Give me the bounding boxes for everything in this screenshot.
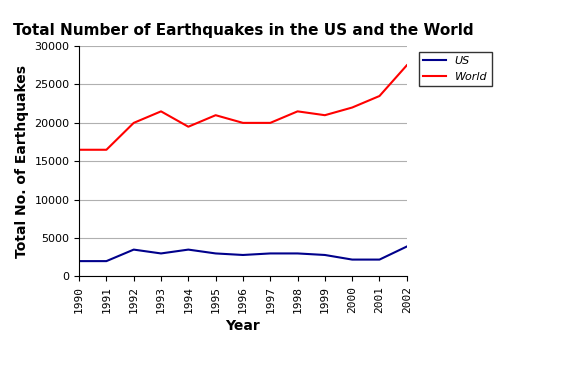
US bbox=[76, 259, 82, 263]
X-axis label: Year: Year bbox=[225, 319, 260, 333]
US bbox=[131, 247, 137, 252]
US bbox=[294, 251, 301, 256]
US bbox=[376, 257, 383, 262]
US bbox=[185, 247, 192, 252]
World bbox=[131, 121, 137, 125]
US bbox=[267, 251, 273, 256]
Legend: US, World: US, World bbox=[419, 51, 492, 86]
US bbox=[403, 244, 410, 249]
World bbox=[158, 109, 164, 114]
Y-axis label: Total No. of Earthquakes: Total No. of Earthquakes bbox=[15, 65, 29, 258]
World bbox=[267, 121, 273, 125]
World bbox=[403, 63, 410, 68]
World bbox=[240, 121, 246, 125]
World bbox=[185, 124, 192, 129]
World bbox=[321, 113, 328, 118]
US bbox=[349, 257, 355, 262]
US bbox=[240, 253, 246, 257]
World bbox=[76, 147, 82, 152]
World bbox=[294, 109, 301, 114]
Title: Total Number of Earthquakes in the US and the World: Total Number of Earthquakes in the US an… bbox=[12, 23, 473, 38]
World bbox=[103, 147, 110, 152]
Line: World: World bbox=[79, 65, 407, 150]
World bbox=[376, 94, 383, 98]
World bbox=[349, 105, 355, 110]
World bbox=[212, 113, 219, 118]
US bbox=[212, 251, 219, 256]
Line: US: US bbox=[79, 247, 407, 261]
US bbox=[103, 259, 110, 263]
US bbox=[158, 251, 164, 256]
US bbox=[321, 253, 328, 257]
